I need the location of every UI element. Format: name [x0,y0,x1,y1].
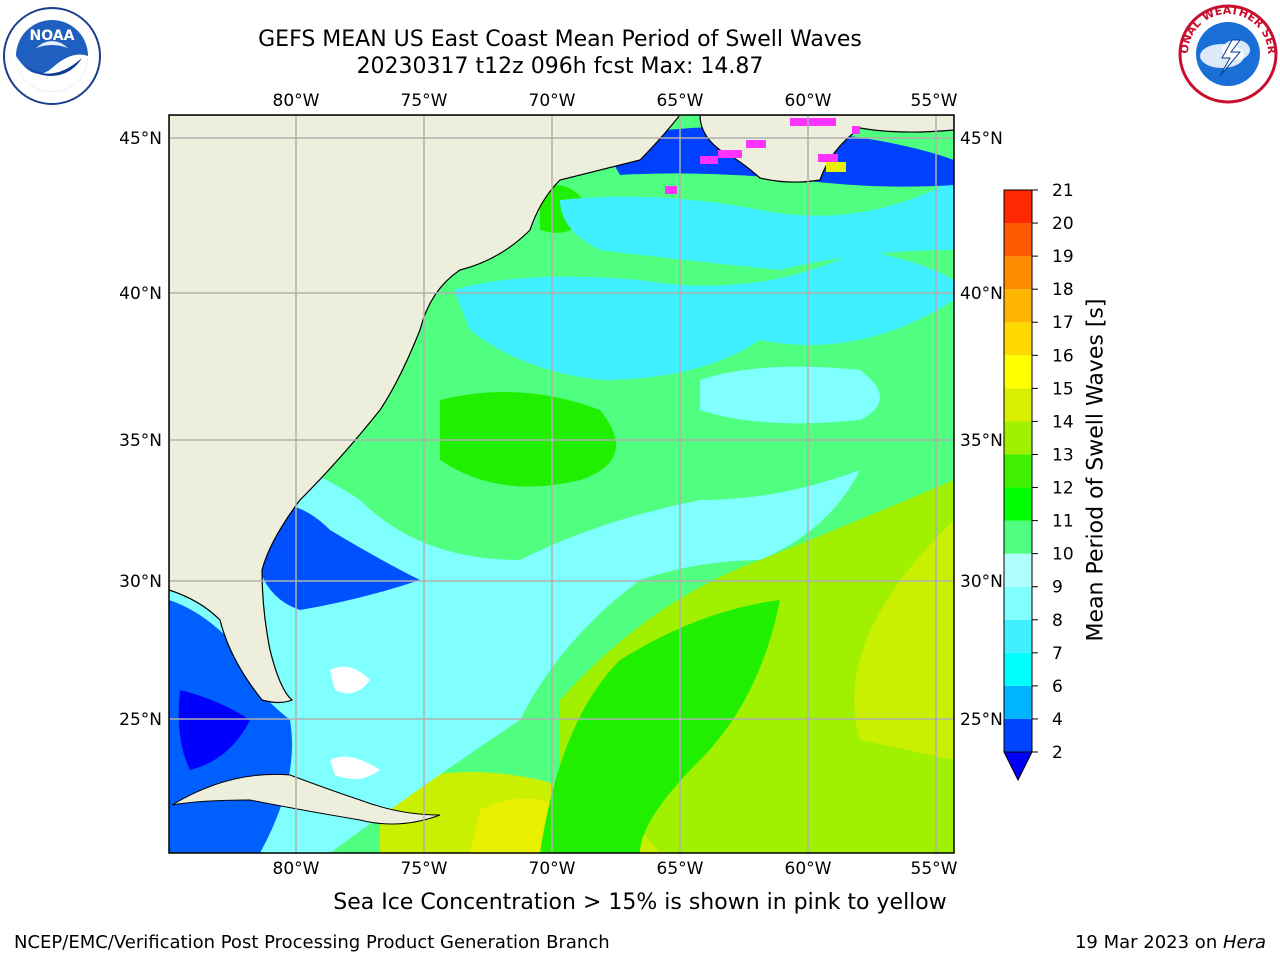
colorbar-segment [1004,223,1032,257]
sea-ice-markers [665,118,860,194]
colorbar-extend-arrow [1003,751,1033,782]
colorbar-segment [1004,652,1032,686]
land-cuba [171,773,441,825]
footer-date: 19 Mar 2023 on Hera [1075,932,1266,953]
colorbar-segment [1004,718,1032,752]
lat-label: 35°N [960,431,1003,451]
lat-label: 40°N [960,284,1003,304]
colorbar-tick-label: 9 [1052,578,1063,598]
svg-text:NOAA: NOAA [30,28,75,44]
colorbar-tick-label: 6 [1052,677,1063,697]
colorbar-segment [1004,454,1032,488]
lon-label: 55°W [911,859,958,879]
lat-label: 45°N [960,129,1003,149]
bahamas-shoal [330,666,370,694]
lon-label: 60°W [785,859,832,879]
colorbar-tick-label: 8 [1052,611,1063,631]
colorbar-segment [1004,322,1032,356]
colorbar-tick-label: 13 [1052,445,1074,465]
noaa-logo: NOAA [3,7,101,105]
lat-labels-left: 45°N 40°N 35°N 30°N 25°N [119,129,162,730]
lon-label: 70°W [529,91,576,111]
lon-label: 60°W [785,91,832,111]
colorbar-segment [1004,388,1032,422]
colorbar-segment [1004,619,1032,653]
swell-region-deep-blue [178,690,250,770]
chart-subtitle: 20230317 t12z 096h fcst Max: 14.87 [356,54,764,79]
colorbar-tick-label: 19 [1052,247,1074,267]
lat-label: 45°N [119,129,162,149]
colorbar-tick-label: 4 [1052,710,1063,730]
lon-label: 65°W [657,859,704,879]
colorbar-segment [1004,190,1032,224]
colorbar-title: Mean Period of Swell Waves [s] [1083,298,1109,642]
colorbar-segment [1004,586,1032,620]
lon-labels-bottom: 80°W 75°W 70°W 65°W 60°W 55°W [273,859,958,879]
colorbar-tick-label: 15 [1052,379,1074,399]
colorbar-segment [1004,355,1032,389]
lon-label: 80°W [273,859,320,879]
map-frame [168,114,955,854]
swell-period-field [169,115,954,853]
colorbar-tick-label: 14 [1052,412,1074,432]
colorbar-tick-label: 16 [1052,346,1074,366]
lon-label: 55°W [911,91,958,111]
lon-label: 65°W [657,91,704,111]
lat-label: 35°N [119,431,162,451]
footer-credit: NCEP/EMC/Verification Post Processing Pr… [14,932,610,953]
swell-region-blue-coastal [260,504,420,610]
colorbar-frame [1003,189,1033,753]
colorbar-tick-label: 12 [1052,479,1074,499]
bahamas-shoal-south [330,756,380,779]
graticule [169,115,954,853]
colorbar-tick-label: 21 [1052,181,1074,201]
lon-labels-top: 80°W 75°W 70°W 65°W 60°W 55°W [273,91,958,111]
colorbar-segment [1004,421,1032,455]
colorbar-segment [1004,520,1032,554]
swell-region-cyan-mid [700,366,880,424]
lon-label: 80°W [273,91,320,111]
colorbar-segment [1004,256,1032,290]
colorbar-tick-label: 18 [1052,280,1074,300]
footer-system: Hera [1222,932,1266,953]
colorbar-segment [1004,487,1032,521]
colorbar-tick-label: 7 [1052,644,1063,664]
lat-labels-right: 45°N 40°N 35°N 30°N 25°N [960,129,1003,730]
colorbar-tick-label: 10 [1052,545,1074,565]
colorbar: 2 4 6 7 8 9 10 11 12 13 14 15 16 17 18 19 20 21 [1003,181,1074,782]
lon-label: 75°W [401,859,448,879]
swell-region-cyan-north [454,250,954,380]
chart-title: GEFS MEAN US East Coast Mean Period of S… [258,27,862,52]
lat-label: 30°N [119,572,162,592]
lat-label: 30°N [960,572,1003,592]
lat-label: 25°N [960,710,1003,730]
nws-logo: NATIONAL WEATHER SERVICE [1176,4,1278,104]
colorbar-segment [1004,553,1032,587]
lat-label: 40°N [119,284,162,304]
colorbar-tick-label: 17 [1052,313,1074,333]
colorbar-segment [1004,685,1032,719]
swell-region-green-south [540,600,780,853]
lon-label: 70°W [529,859,576,879]
colorbar-tick-label: 20 [1052,214,1074,234]
colorbar-tick-label: 2 [1052,743,1063,763]
footer-date-text: 19 Mar 2023 on [1074,932,1223,953]
lat-label: 25°N [119,710,162,730]
sea-ice-note: Sea Ice Concentration > 15% is shown in … [333,890,947,915]
colorbar-segment [1004,289,1032,323]
swell-region-east [854,520,954,760]
lon-label: 75°W [401,91,448,111]
colorbar-tick-label: 11 [1052,512,1074,532]
swell-region-cyan-ne [560,180,954,270]
